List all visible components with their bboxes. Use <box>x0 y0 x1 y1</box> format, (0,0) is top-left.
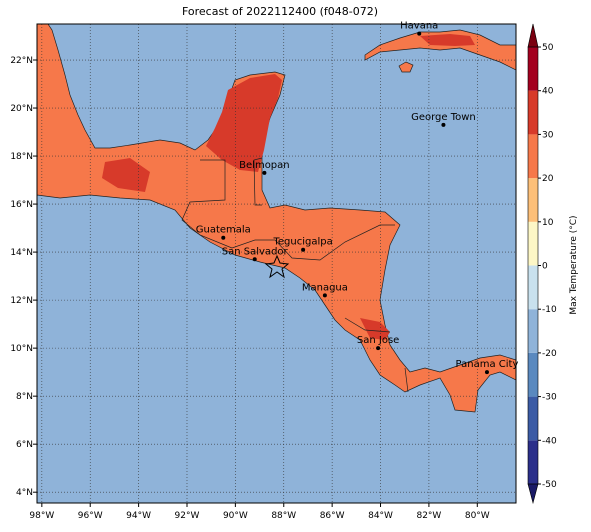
city-label: Tegucigalpa <box>272 237 332 248</box>
y-tick-label: 16°N <box>10 200 33 210</box>
colorbar-tick-label: 50 <box>542 43 554 53</box>
y-tick-label: 12°N <box>10 296 33 306</box>
hot-cuba <box>420 34 475 46</box>
border <box>181 159 233 249</box>
y-tick-label: 6°N <box>16 440 33 450</box>
y-tick-label: 22°N <box>10 56 33 66</box>
hot-nicaragua <box>360 318 390 340</box>
colorbar-label: Max Temperature (°C) <box>569 215 579 314</box>
colorbar-bin <box>528 265 538 310</box>
city-label: Panama City <box>456 359 519 370</box>
x-tick-label: 80°W <box>465 511 490 521</box>
city-label: San Salvador <box>222 246 289 257</box>
colorbar-bin <box>528 440 538 484</box>
border <box>344 317 391 333</box>
colorbar-bin <box>528 47 538 91</box>
colorbar-under <box>527 483 539 505</box>
colorbar-bin <box>528 134 538 179</box>
map-frame <box>36 23 517 504</box>
colorbar-bin <box>528 309 538 353</box>
city-dot <box>262 170 267 175</box>
x-tick-label: 96°W <box>78 511 103 521</box>
city-dot <box>441 122 446 127</box>
colorbar-bin <box>528 221 538 266</box>
city-label: George Town <box>411 112 476 123</box>
city-dot <box>484 370 489 375</box>
hot-yucatan <box>206 74 282 172</box>
colorbar-bin <box>528 178 538 222</box>
x-tick-label: 92°W <box>175 511 200 521</box>
city-label: San Jose <box>357 335 399 346</box>
colorbar-tick-label: -20 <box>542 349 557 359</box>
colorbar-tick-label: 0 <box>542 262 548 272</box>
map-title: Forecast of 2022112400 (f048-072) <box>182 5 378 18</box>
y-tick-label: 8°N <box>16 392 33 402</box>
city-dot <box>417 31 422 36</box>
y-tick-label: 4°N <box>16 488 33 498</box>
city-dot <box>221 235 226 240</box>
city-label: Belmopan <box>239 160 289 171</box>
colorbar-tick-label: 30 <box>542 130 554 140</box>
colorbar-tick-label: -30 <box>542 393 557 403</box>
x-tick-label: 94°W <box>126 511 151 521</box>
border <box>404 367 409 393</box>
city-dot <box>301 247 306 252</box>
x-tick-label: 86°W <box>320 511 345 521</box>
x-tick-label: 88°W <box>271 511 296 521</box>
y-tick-label: 10°N <box>10 344 33 354</box>
city-dot <box>322 293 327 298</box>
colorbar-tick-label: 20 <box>542 174 554 184</box>
city-dot <box>376 346 381 351</box>
x-tick-label: 98°W <box>29 511 54 521</box>
x-tick-label: 90°W <box>223 511 248 521</box>
city-label: Managua <box>302 282 348 293</box>
y-tick-label: 20°N <box>10 104 33 114</box>
colorbar-tick-label: -50 <box>542 480 557 490</box>
colorbar-tick-label: -40 <box>542 436 557 446</box>
colorbar-tick-label: -10 <box>542 305 557 315</box>
city-dot <box>252 257 257 262</box>
y-tick-label: 14°N <box>10 248 33 258</box>
x-tick-label: 82°W <box>416 511 441 521</box>
colorbar-bin <box>528 90 538 135</box>
colorbar-tick-label: 40 <box>542 87 554 97</box>
x-tick-label: 84°W <box>368 511 393 521</box>
city-label: Guatemala <box>196 225 251 236</box>
border <box>231 224 395 261</box>
mainland <box>37 24 516 413</box>
border <box>253 157 263 206</box>
colorbar-bin <box>528 352 538 397</box>
colorbar-over <box>527 23 539 48</box>
hot-mexico <box>102 158 150 192</box>
colorbar-tick-label: 10 <box>542 218 554 228</box>
isla-juventud <box>398 61 414 73</box>
colorbar-bin <box>528 396 538 441</box>
y-tick-label: 18°N <box>10 152 33 162</box>
city-label: Havana <box>400 21 438 32</box>
event-star <box>264 254 290 279</box>
